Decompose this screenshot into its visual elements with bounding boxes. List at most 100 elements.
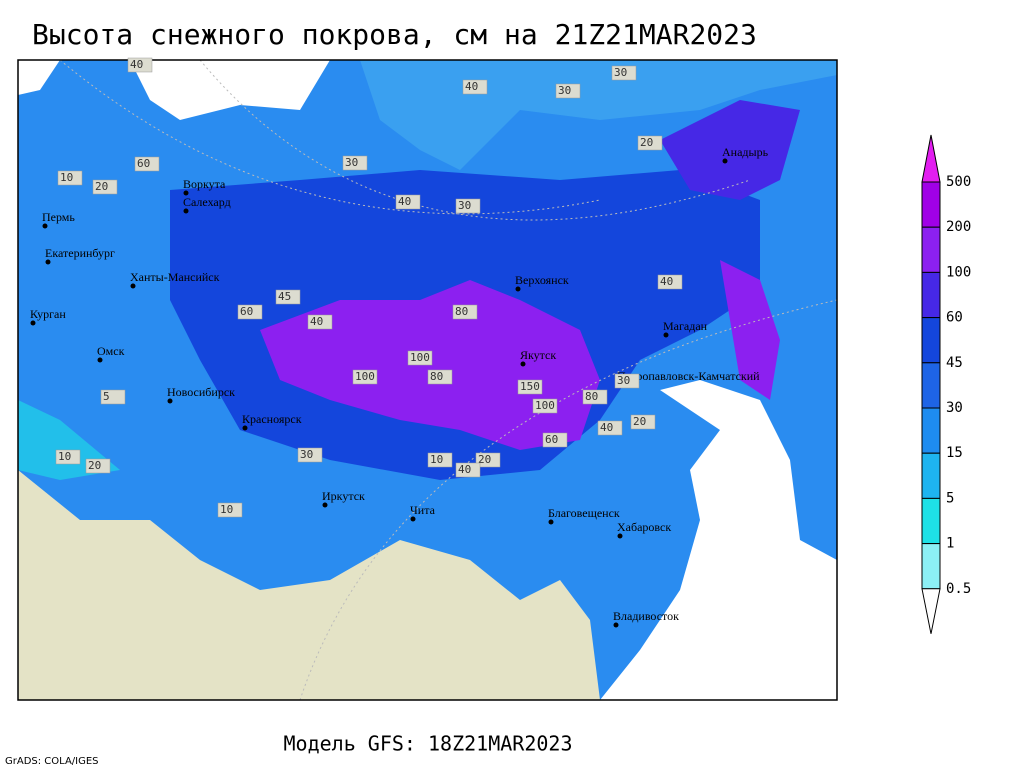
snow-chukotka	[660, 100, 800, 200]
contour-label-box	[297, 447, 323, 463]
city-dot	[130, 283, 136, 289]
city-dot	[617, 533, 623, 539]
contour-label: 40	[600, 421, 613, 434]
contour-label-box	[100, 389, 126, 405]
contour-label: 20	[640, 136, 653, 149]
legend-label: 15	[946, 445, 963, 461]
contour-label: 40	[458, 463, 471, 476]
city-label: Благовещенск	[548, 506, 620, 520]
contour-label-box	[55, 449, 81, 465]
contour-label-box	[597, 420, 623, 436]
contour-label: 40	[398, 195, 411, 208]
contour-label: 80	[430, 370, 443, 383]
contour-label: 30	[458, 199, 471, 212]
map	[18, 60, 837, 700]
legend-swatch	[921, 497, 941, 545]
contour-label: 80	[585, 390, 598, 403]
city-dot	[322, 502, 328, 508]
land-south	[18, 470, 600, 700]
contour-label: 20	[633, 415, 646, 428]
contour-label-box	[555, 83, 581, 99]
contour-label: 20	[478, 453, 491, 466]
contour-label-box	[427, 369, 453, 385]
city-label: Салехард	[183, 195, 231, 209]
contour-label-box	[127, 57, 153, 73]
pacific	[600, 380, 837, 700]
city-label: Курган	[30, 307, 66, 321]
city-label: Омск	[97, 344, 125, 358]
contour-label: 10	[60, 171, 73, 184]
city-label: Петропавловск-Камчатский	[617, 369, 760, 383]
contour-label: 20	[88, 459, 101, 472]
city-dot	[722, 158, 728, 164]
city-dot	[663, 332, 669, 338]
contour-label: 30	[617, 374, 630, 387]
title: Высота снежного покрова, см на 21Z21MAR2…	[32, 18, 757, 51]
legend: 500 200 100 60 45 30 15 5 1 0.5	[921, 134, 971, 634]
city-dot	[520, 361, 526, 367]
city-label: Верхоянск	[515, 273, 569, 287]
snow-kamchatka	[720, 260, 780, 400]
city-label: Якутск	[520, 348, 556, 362]
contour-label-box	[614, 373, 640, 389]
contour-label: 60	[137, 157, 150, 170]
contour-label-box	[395, 194, 421, 210]
contour-label-box	[342, 155, 368, 171]
contour-label: 150	[520, 380, 540, 393]
contour-label: 30	[558, 84, 571, 97]
city-label: Анадырь	[722, 145, 769, 159]
contour-label-box	[455, 198, 481, 214]
contour-label: 80	[455, 305, 468, 318]
legend-swatch	[921, 317, 941, 364]
city-label: Екатеринбург	[45, 246, 115, 260]
contour-label-box	[237, 304, 263, 320]
city-dot	[42, 223, 48, 229]
contour-label: 100	[355, 370, 375, 383]
city-label: Владивосток	[613, 609, 679, 623]
city-label: Хабаровск	[617, 520, 671, 534]
contour-label: 5	[103, 390, 110, 403]
legend-label: 45	[946, 355, 963, 371]
contour-label-box	[275, 289, 301, 305]
city-dot	[613, 622, 619, 628]
legend-label: 1	[946, 536, 954, 552]
contour-label-box	[517, 379, 543, 395]
city-dot	[515, 286, 521, 292]
city-label: Ханты-Мансийск	[130, 270, 220, 284]
city-label: Магадан	[663, 319, 708, 333]
contour-label: 10	[220, 503, 233, 516]
legend-label: 100	[946, 264, 971, 280]
contour-label: 30	[345, 156, 358, 169]
contour-label-box	[452, 304, 478, 320]
contour-label: 40	[130, 58, 143, 71]
contour-label-box	[637, 135, 663, 151]
city-dot	[30, 320, 36, 326]
contour-label-box	[134, 156, 160, 172]
city-dot	[97, 357, 103, 363]
legend-swatch	[921, 543, 941, 590]
contour-label: 20	[95, 180, 108, 193]
contour-label-box	[475, 452, 501, 468]
city-dot	[410, 516, 416, 522]
map-labels: Воркута Салехард Пермь Екатеринбург Ханты-Ма…	[30, 57, 769, 628]
arctic-sea	[18, 60, 60, 95]
city-label: Воркута	[183, 177, 226, 191]
contour-label: 100	[410, 351, 430, 364]
credit: GrADS: COLA/IGES	[5, 756, 99, 767]
city-label: Новосибирск	[167, 385, 235, 399]
contour-label-box	[352, 369, 378, 385]
footer: Модель GFS: 18Z21MAR2023	[284, 732, 573, 756]
city-label: Красноярск	[242, 412, 302, 426]
contour-label-box	[462, 79, 488, 95]
city-label: Пермь	[42, 210, 75, 224]
contour-label: 60	[545, 433, 558, 446]
contour-label-box	[630, 414, 656, 430]
legend-label: 60	[946, 310, 963, 326]
contour-label-box	[455, 462, 481, 478]
legend-label: 500	[946, 174, 971, 190]
contour-label-box	[657, 274, 683, 290]
legend-label: 0.5	[946, 581, 971, 597]
contour-label: 10	[430, 453, 443, 466]
contour-label-box	[92, 179, 118, 195]
